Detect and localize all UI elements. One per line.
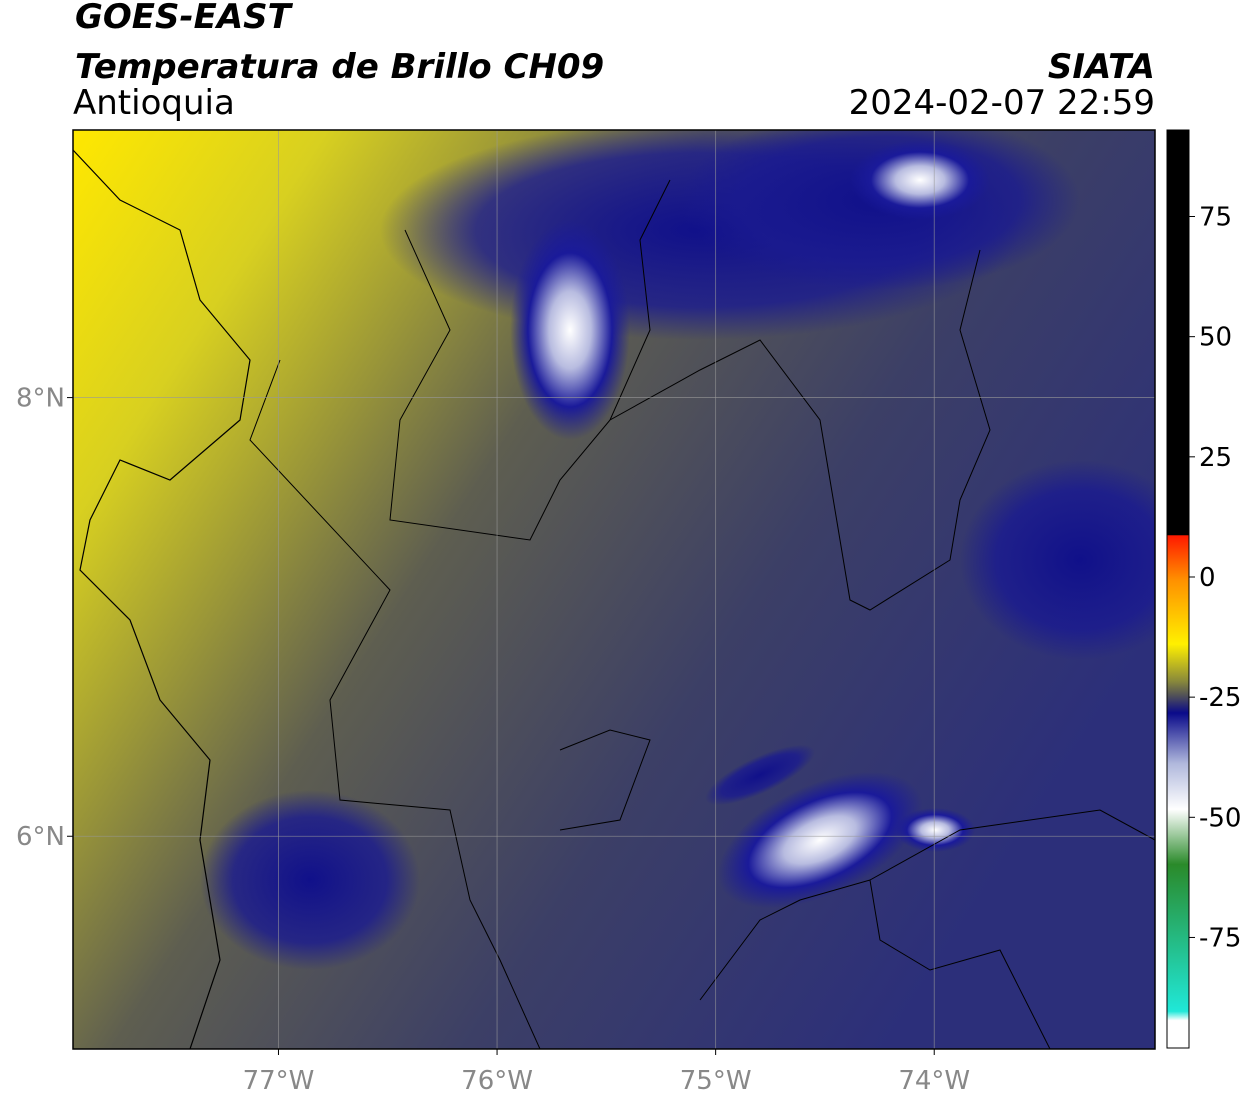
source: SIATA [1048, 47, 1155, 87]
x-tick-label: 76°W [461, 1066, 533, 1096]
colorbar-tick-label: -25 [1199, 683, 1241, 713]
colorbar-tick-label: 75 [1199, 203, 1232, 233]
y-tick-label: 8°N [16, 384, 65, 414]
colorbar-tick-label: 0 [1199, 563, 1216, 593]
colorbar-tick-label: -50 [1199, 803, 1241, 833]
product-title: Temperatura de Brillo CH09 [75, 47, 604, 87]
map-frame [72, 129, 1156, 1050]
colorbar-tick-label: -75 [1199, 923, 1241, 953]
datetime: 2024-02-07 22:59 [849, 83, 1155, 123]
grid [73, 130, 1155, 1049]
colorbar-tick-label: 50 [1199, 323, 1232, 353]
colorbar [1166, 129, 1190, 1049]
colorbar-tick-label: 25 [1199, 443, 1232, 473]
x-tick-label: 74°W [898, 1066, 970, 1096]
satellite-title: GOES-EAST [75, 0, 294, 37]
x-tick-label: 75°W [680, 1066, 752, 1096]
region: Antioquia [73, 83, 235, 123]
x-tick-label: 77°W [243, 1066, 315, 1096]
y-tick-label: 6°N [16, 822, 65, 852]
satellite-image [73, 130, 1155, 1049]
